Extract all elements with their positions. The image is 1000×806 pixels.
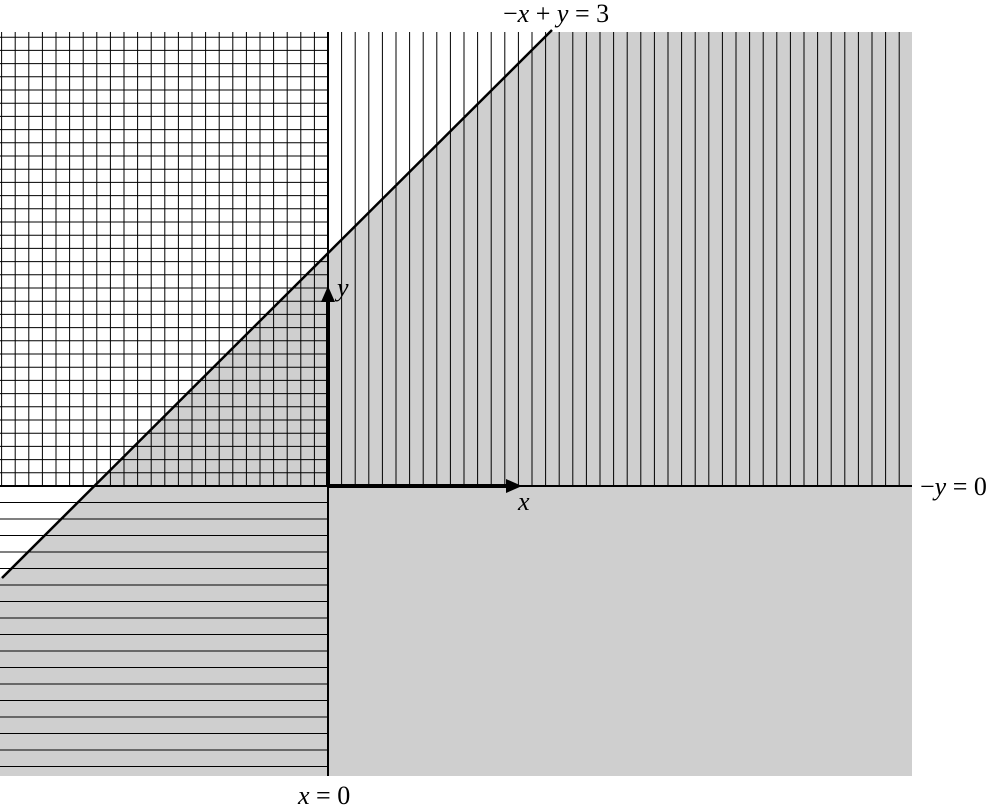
x-axis-label: x [517, 487, 530, 516]
label-neg-y-eq-0: −y = 0 [920, 472, 987, 501]
y-axis-label: y [334, 273, 349, 302]
label-x-eq-0: x = 0 [297, 781, 350, 806]
label-neg-x-plus-y-eq-3: −x + y = 3 [503, 0, 609, 28]
line-neg-x-plus-y-eq-3 [1, 29, 553, 579]
vertical-hatching [1, 32, 900, 486]
shaded-region [0, 32, 912, 776]
x-arrowhead-icon [506, 479, 522, 493]
horizontal-hatching [0, 36, 328, 767]
y-arrowhead-icon [321, 286, 335, 302]
